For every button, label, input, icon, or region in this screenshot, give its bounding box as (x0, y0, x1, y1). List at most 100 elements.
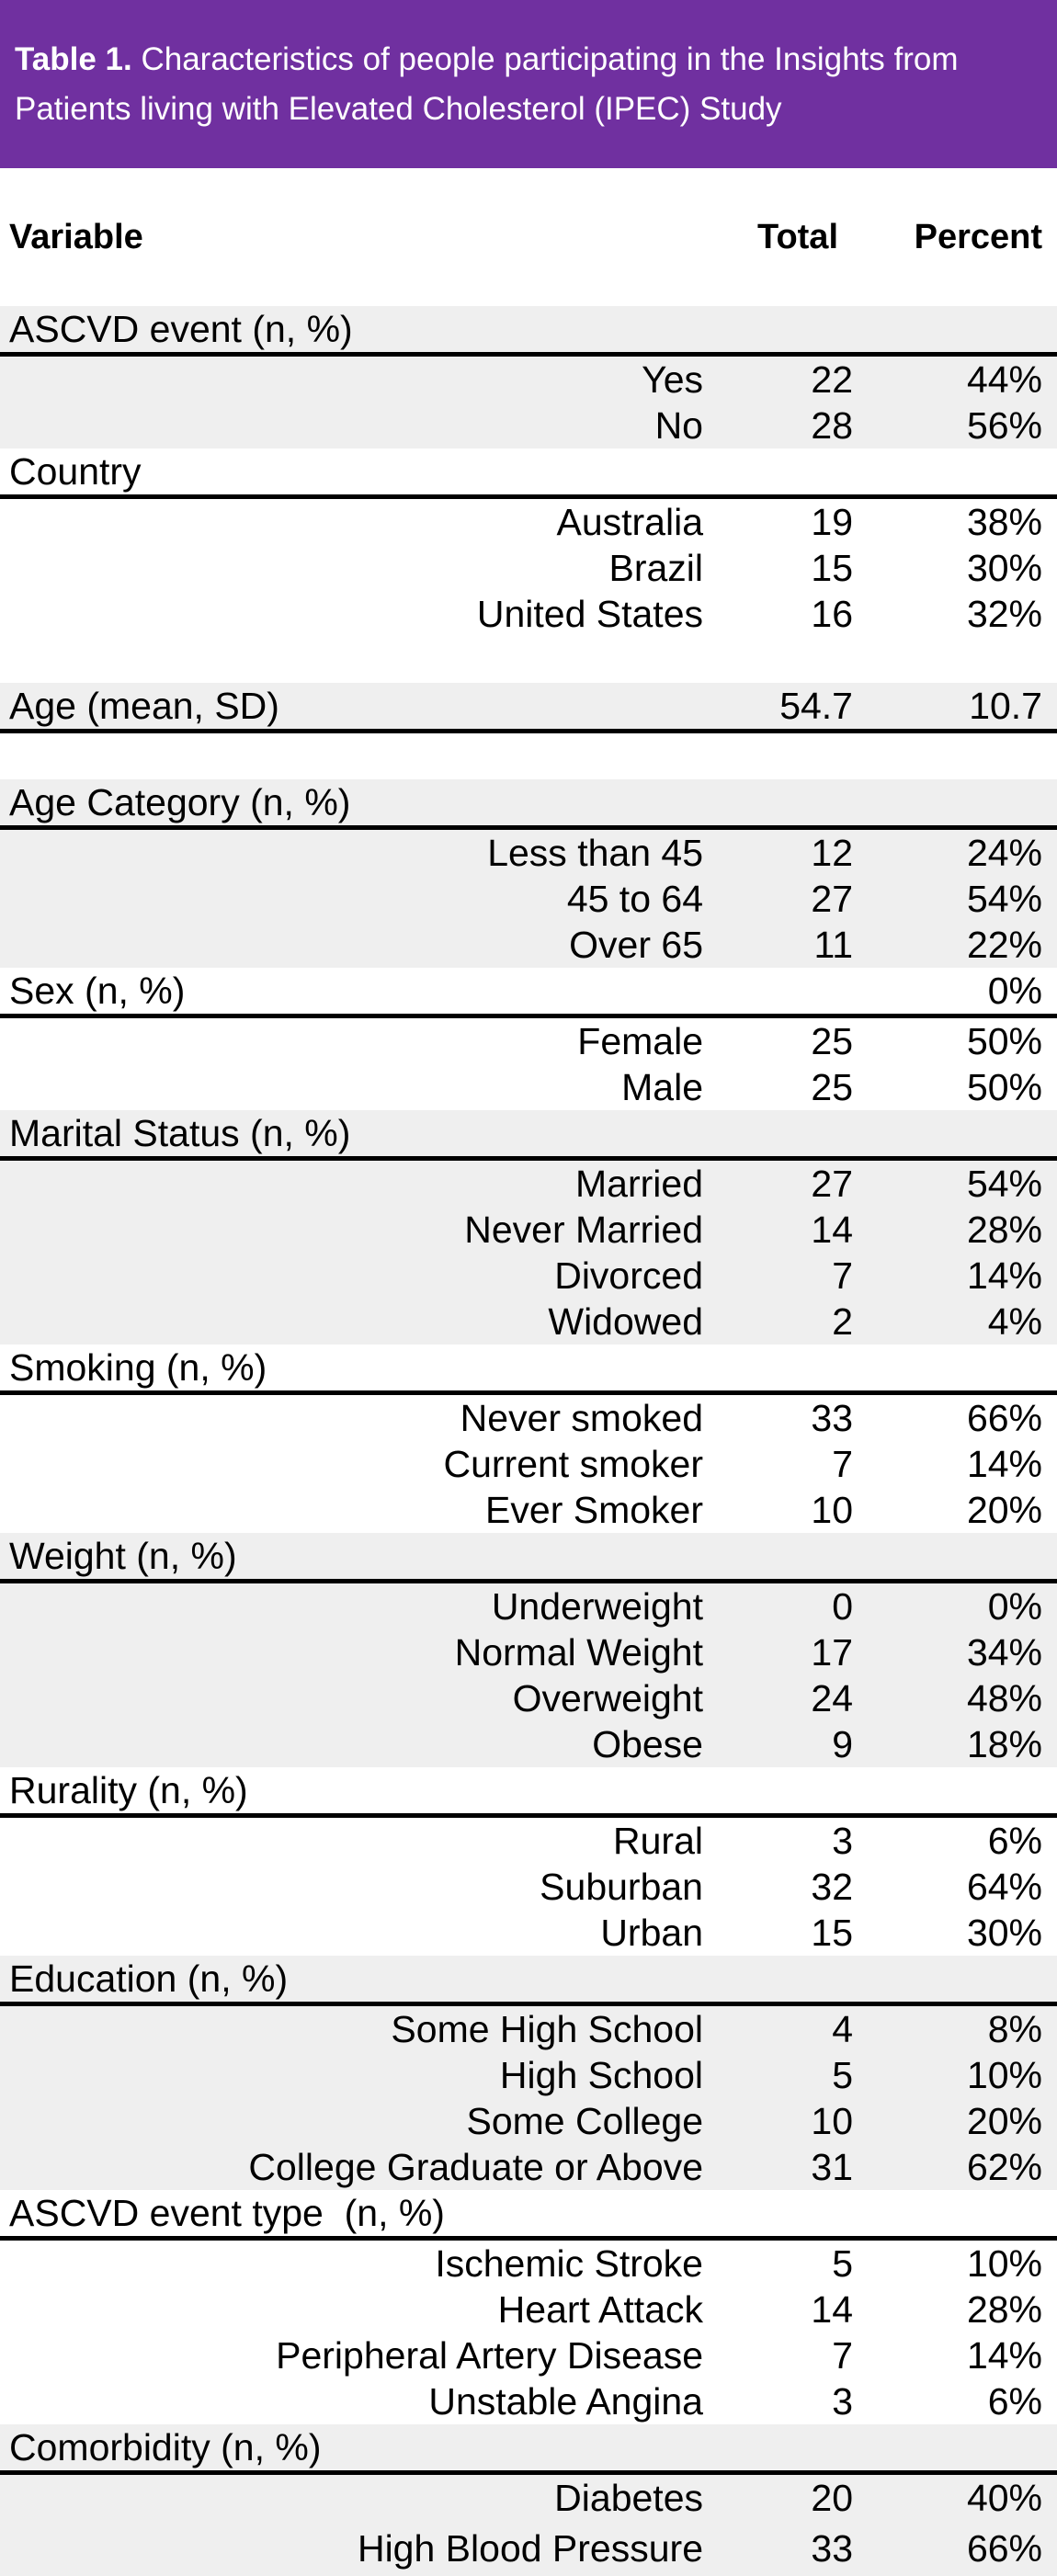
row-total: 19 (811, 500, 853, 543)
data-row: Diabetes 20 40% (0, 2475, 1057, 2521)
row-percent: 20% (966, 1488, 1042, 1531)
data-row: Urban 15 30% (0, 1910, 1057, 1956)
row-total: 14 (811, 1208, 853, 1251)
section-label: Education (n, %) (9, 1957, 289, 2000)
row-label: Never Married (464, 1208, 703, 1251)
row-percent: 28% (966, 2287, 1042, 2331)
row-total: 2 (832, 1299, 853, 1343)
row-label: Suburban (540, 1865, 703, 1908)
row-total: 27 (811, 877, 853, 920)
table-title-banner: Table 1. Characteristics of people parti… (0, 0, 1057, 168)
row-total: 7 (832, 1442, 853, 1485)
section-label: Sex (n, %) (9, 969, 186, 1012)
row-label: Male (621, 1065, 703, 1108)
data-row: Obese 9 18% (0, 1721, 1057, 1767)
section-header-row: Country (0, 448, 1057, 499)
row-label: Married (575, 1162, 703, 1205)
row-percent: 8% (987, 2007, 1042, 2050)
data-row: Divorced 7 14% (0, 1253, 1057, 1299)
row-percent: 38% (966, 500, 1042, 543)
row-label: Urban (600, 1911, 703, 1954)
table-number-label: Table 1. (15, 41, 132, 77)
data-row: Unstable Angina 3 6% (0, 2378, 1057, 2424)
column-header-row: Variable Total Percent (0, 168, 1057, 306)
row-label: Some College (466, 2099, 703, 2142)
section-header-row: Rurality (n, %) (0, 1767, 1057, 1818)
row-total: 17 (811, 1630, 853, 1674)
row-label: Normal Weight (454, 1630, 703, 1674)
row-total: 27 (811, 1162, 853, 1205)
row-total: 10 (811, 2099, 853, 2142)
row-total: 15 (811, 546, 853, 589)
row-label: High School (499, 2053, 703, 2096)
section-percent-value: 0% (987, 969, 1042, 1012)
row-percent: 62% (966, 2145, 1042, 2188)
row-percent: 66% (966, 1396, 1042, 1439)
row-total: 32 (811, 1865, 853, 1908)
data-row: Underweight 0 0% (0, 1583, 1057, 1629)
section-header-row: Age (mean, SD) 54.7 10.7 (0, 683, 1057, 733)
row-total: 4 (832, 2007, 853, 2050)
data-row: Widowed 2 4% (0, 1299, 1057, 1345)
row-total: 14 (811, 2287, 853, 2331)
section-label: Comorbidity (n, %) (9, 2425, 322, 2468)
row-percent: 56% (966, 403, 1042, 447)
row-label: Female (577, 1019, 703, 1062)
data-row: No 28 56% (0, 403, 1057, 448)
row-total: 12 (811, 831, 853, 874)
row-percent: 20% (966, 2099, 1042, 2142)
row-percent: 6% (987, 2379, 1042, 2423)
data-row: Current smoker 7 14% (0, 1441, 1057, 1487)
section-total-value: 54.7 (779, 684, 853, 727)
section-header-row: Marital Status (n, %) (0, 1110, 1057, 1161)
section-label: ASCVD event (n, %) (9, 307, 353, 350)
row-percent: 64% (966, 1865, 1042, 1908)
section-percent-value: 10.7 (969, 684, 1042, 727)
data-row: Ever Smoker 10 20% (0, 1487, 1057, 1533)
row-percent: 22% (966, 923, 1042, 966)
row-label: Australia (556, 500, 703, 543)
row-label: Rural (613, 1819, 703, 1862)
row-total: 7 (832, 2333, 853, 2377)
section-label: Age Category (n, %) (9, 780, 351, 823)
row-total: 33 (811, 2526, 853, 2570)
row-percent: 6% (987, 1819, 1042, 1862)
row-percent: 48% (966, 1676, 1042, 1719)
table-body: ASCVD event (n, %) Yes 22 44% No 28 56% Country… (0, 306, 1057, 2576)
data-row: United States 16 32% (0, 591, 1057, 637)
row-percent: 50% (966, 1019, 1042, 1062)
data-row: Female 25 50% (0, 1018, 1057, 1064)
data-row: Male 25 50% (0, 1064, 1057, 1110)
row-label: Current smoker (443, 1442, 703, 1485)
data-row: Less than 45 12 24% (0, 830, 1057, 876)
row-total: 16 (811, 592, 853, 635)
row-label: Unstable Angina (428, 2379, 703, 2423)
row-total: 22 (811, 357, 853, 401)
row-total: 7 (832, 1254, 853, 1297)
row-percent: 54% (966, 877, 1042, 920)
section-label: Rurality (n, %) (9, 1768, 248, 1811)
row-total: 9 (832, 1722, 853, 1765)
row-percent: 14% (966, 1254, 1042, 1297)
section-label: Country (9, 449, 142, 493)
data-row: Brazil 15 30% (0, 545, 1057, 591)
row-label: Never smoked (460, 1396, 703, 1439)
table-title-text: Characteristics of people participating … (15, 41, 959, 127)
row-total: 33 (811, 1396, 853, 1439)
section-label: Smoking (n, %) (9, 1345, 267, 1389)
data-row: Married 27 54% (0, 1161, 1057, 1207)
row-label: Underweight (491, 1584, 703, 1628)
section-label: ASCVD event type (n, %) (9, 2191, 445, 2234)
section-label: Weight (n, %) (9, 1534, 237, 1577)
row-label: Obese (592, 1722, 703, 1765)
row-percent: 14% (966, 2333, 1042, 2377)
data-row: Heart Attack 14 28% (0, 2287, 1057, 2332)
table-title: Table 1. Characteristics of people parti… (15, 35, 1029, 134)
data-row: Some College 10 20% (0, 2098, 1057, 2144)
row-label: Diabetes (554, 2476, 703, 2519)
row-label: 45 to 64 (566, 877, 703, 920)
data-row: High School 5 10% (0, 2052, 1057, 2098)
row-total: 31 (811, 2145, 853, 2188)
row-label: Ischemic Stroke (435, 2241, 703, 2285)
